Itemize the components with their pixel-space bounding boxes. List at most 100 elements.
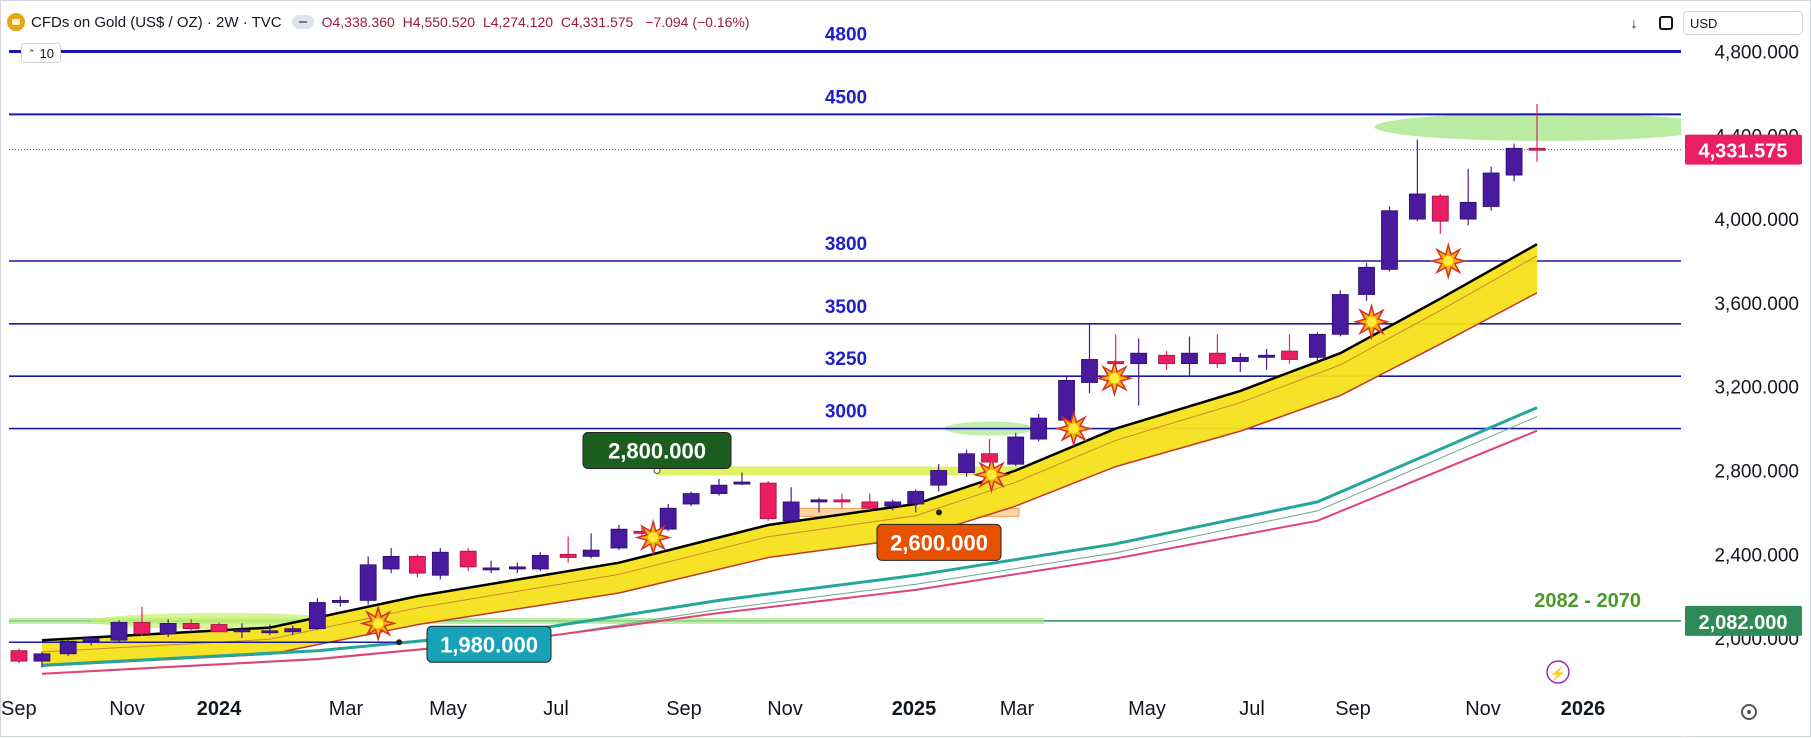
candle-body bbox=[1381, 210, 1398, 270]
restore-icon[interactable] bbox=[1653, 11, 1679, 35]
candle-body bbox=[710, 484, 728, 494]
candle-body bbox=[1358, 266, 1375, 295]
signal-burst-icon-core bbox=[1366, 316, 1377, 327]
tag-2600: 2,600.000 bbox=[890, 530, 988, 555]
candle-body bbox=[1482, 172, 1500, 207]
candle-body bbox=[308, 602, 326, 630]
settings-gear-core bbox=[1747, 710, 1751, 714]
candle-body bbox=[508, 566, 526, 570]
x-tick-label: Nov bbox=[767, 698, 803, 720]
candle-body bbox=[331, 599, 349, 603]
x-tick-label: Sep bbox=[1335, 698, 1371, 720]
candle-body bbox=[930, 470, 948, 486]
currency-value: USD bbox=[1690, 15, 1718, 31]
ma-teal-line bbox=[41, 406, 1538, 667]
anchor-dot bbox=[396, 639, 402, 646]
candle-body bbox=[810, 499, 828, 503]
candle-body bbox=[182, 623, 200, 630]
candle-body bbox=[733, 481, 751, 485]
tag-1980: 1,980.000 bbox=[440, 632, 538, 657]
candle-body bbox=[759, 482, 777, 520]
candle-body bbox=[1231, 356, 1249, 362]
indicators-toggle[interactable]: ⌃ 10 bbox=[21, 43, 61, 63]
high-value: H4,550.520 bbox=[402, 14, 476, 30]
signal-burst-icon-core bbox=[648, 532, 659, 543]
ema-band-mid bbox=[41, 255, 1538, 653]
plot-area bbox=[9, 50, 1681, 675]
anchor-dot bbox=[936, 509, 942, 516]
candle-body bbox=[659, 507, 677, 530]
gold-symbol-icon bbox=[7, 13, 25, 31]
zone-band-2082 bbox=[9, 617, 1044, 624]
candle-body bbox=[1130, 352, 1148, 365]
candle-body bbox=[1505, 147, 1523, 176]
candle-body bbox=[981, 453, 998, 463]
symbol-title[interactable]: CFDs on Gold (US$ / OZ) · 2W · TVC bbox=[31, 13, 282, 31]
low-value: L4,274.120 bbox=[482, 14, 554, 30]
zone-price-tag: 2,082.000 bbox=[1699, 612, 1788, 634]
x-tick-label: Jul bbox=[543, 698, 569, 720]
candle-body bbox=[861, 501, 879, 509]
last-price-tag: 4,331.575 bbox=[1699, 141, 1788, 163]
candle-body bbox=[159, 623, 177, 635]
last-price-tag-box bbox=[1685, 134, 1802, 165]
chart-header: CFDs on Gold (US$ / OZ) · 2W · TVC O4,33… bbox=[7, 7, 754, 37]
level-label-3500: 3500 bbox=[825, 297, 867, 318]
y-tick-label: 3,600.000 bbox=[1714, 294, 1799, 315]
candle-body bbox=[1528, 147, 1546, 151]
candle-body bbox=[33, 653, 51, 662]
candle-body bbox=[210, 624, 228, 633]
candle-body bbox=[59, 640, 77, 655]
x-tick-label: Sep bbox=[1, 698, 37, 720]
level-label-3250: 3250 bbox=[825, 349, 867, 370]
candle-body bbox=[284, 628, 302, 633]
candle-body bbox=[582, 549, 600, 557]
x-tick-label: Nov bbox=[1465, 698, 1501, 720]
y-tick-label: 4,000.000 bbox=[1714, 210, 1799, 231]
candle-body bbox=[1408, 193, 1426, 220]
ma-pink-line bbox=[41, 429, 1538, 675]
y-tick-label: 2,800.000 bbox=[1714, 462, 1799, 483]
candle-body bbox=[1281, 350, 1298, 360]
candle-body bbox=[782, 501, 800, 522]
candle-body bbox=[1459, 201, 1477, 220]
candle-body bbox=[833, 499, 851, 503]
x-tick-label: 2026 bbox=[1561, 698, 1606, 720]
toggle-visibility-icon[interactable] bbox=[291, 15, 314, 29]
level-label-3800: 3800 bbox=[825, 234, 867, 255]
candle-body bbox=[82, 637, 100, 642]
indicator-count: 10 bbox=[39, 45, 54, 61]
y-tick-label: 2,400.000 bbox=[1714, 545, 1799, 566]
level-label-4500: 4500 bbox=[825, 87, 867, 108]
candle-body bbox=[559, 553, 577, 558]
tag-1980-box bbox=[426, 625, 552, 663]
collapse-chevron-icon: ⌃ bbox=[27, 47, 36, 58]
tag-2800: 2,800.000 bbox=[608, 439, 706, 464]
x-tick-label: May bbox=[429, 698, 467, 720]
candle-body bbox=[359, 564, 377, 601]
candle-body bbox=[1007, 436, 1025, 465]
zone-label: 2082 - 2070 bbox=[1534, 590, 1641, 612]
tag-2600-box bbox=[876, 523, 1002, 561]
download-icon[interactable]: ↓ bbox=[1630, 15, 1638, 31]
currency-select[interactable]: USD bbox=[1683, 11, 1803, 35]
y-tick-label: 3,200.000 bbox=[1714, 378, 1799, 399]
x-tick-label: Nov bbox=[109, 698, 145, 720]
candle-body bbox=[1058, 380, 1075, 421]
signal-burst-icon-core bbox=[1068, 423, 1079, 434]
x-tick-label: May bbox=[1128, 698, 1166, 720]
candle-body bbox=[1030, 417, 1048, 440]
tag-2800-box bbox=[582, 432, 732, 469]
candle-body bbox=[408, 555, 426, 574]
candle-body bbox=[1308, 333, 1326, 358]
candle-body bbox=[1258, 354, 1275, 358]
candle-body bbox=[610, 528, 628, 549]
level-label-3000: 3000 bbox=[825, 402, 867, 423]
candle-body bbox=[1208, 352, 1226, 365]
signal-burst-icon-core bbox=[986, 469, 997, 480]
candle-body bbox=[1081, 359, 1098, 383]
x-tick-label: Mar bbox=[329, 698, 364, 720]
x-tick-label: Jul bbox=[1239, 698, 1265, 720]
